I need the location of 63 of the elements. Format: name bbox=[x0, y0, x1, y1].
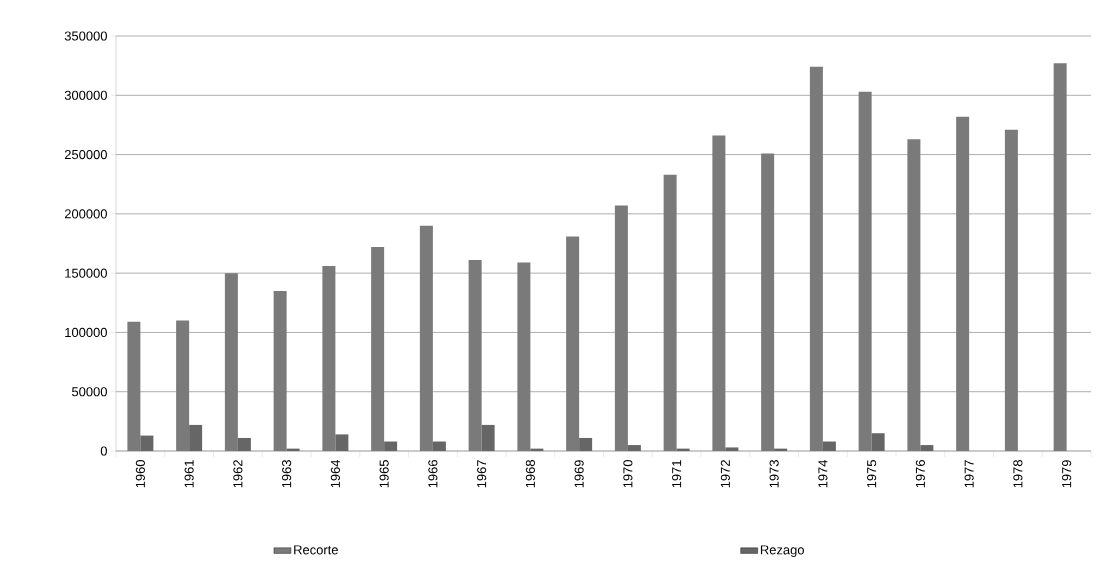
bar bbox=[189, 424, 203, 451]
legend-label: Recorte bbox=[294, 545, 338, 555]
x-tick-label: 1960 bbox=[135, 460, 145, 488]
x-tick-label: 1976 bbox=[915, 460, 925, 488]
bar bbox=[566, 236, 580, 451]
bar bbox=[335, 434, 349, 451]
y-tick-label: 300000 bbox=[64, 90, 107, 100]
x-tick-label: 1974 bbox=[818, 459, 828, 488]
x-tick-label: 1979 bbox=[1062, 460, 1072, 488]
x-tick-label: 1978 bbox=[1013, 460, 1023, 488]
bar bbox=[384, 441, 398, 451]
bar bbox=[920, 445, 934, 451]
bar bbox=[1053, 63, 1067, 451]
x-tick-label: 1971 bbox=[672, 460, 682, 488]
bar bbox=[725, 447, 739, 451]
x-tick-label: 1967 bbox=[477, 460, 487, 488]
y-tick-label: 0 bbox=[100, 446, 107, 456]
bar bbox=[176, 320, 190, 451]
bar bbox=[712, 135, 726, 451]
bar bbox=[237, 437, 251, 451]
x-tick-label: 1972 bbox=[720, 460, 730, 488]
y-tick-label: 350000 bbox=[64, 31, 107, 41]
x-tick-label: 1961 bbox=[184, 460, 194, 488]
x-tick-label: 1975 bbox=[867, 460, 877, 488]
bar bbox=[1004, 129, 1018, 451]
x-tick-label: 1968 bbox=[525, 460, 535, 488]
bar bbox=[273, 290, 287, 451]
bar bbox=[517, 262, 531, 451]
y-tick-label: 200000 bbox=[64, 209, 107, 219]
bar bbox=[627, 445, 641, 451]
bar bbox=[140, 435, 154, 451]
x-tick-label: 1969 bbox=[574, 460, 584, 488]
y-tick-label: 100000 bbox=[65, 327, 107, 338]
bar bbox=[481, 424, 495, 451]
bar bbox=[127, 321, 141, 451]
y-tick-label: 50000 bbox=[71, 387, 107, 397]
bar bbox=[858, 91, 872, 451]
bar bbox=[907, 139, 921, 451]
bar bbox=[224, 273, 238, 451]
bar bbox=[809, 66, 823, 451]
x-tick-label: 1970 bbox=[623, 460, 633, 488]
bar bbox=[432, 441, 446, 451]
bar bbox=[956, 116, 970, 451]
bar bbox=[663, 174, 677, 451]
bar bbox=[614, 205, 628, 451]
x-tick-label: 1966 bbox=[428, 460, 438, 488]
bar bbox=[371, 247, 385, 451]
bar bbox=[468, 260, 482, 451]
y-tick-label: 150000 bbox=[65, 268, 107, 278]
x-tick-label: 1964 bbox=[330, 459, 340, 488]
bar bbox=[761, 153, 775, 451]
legend-label: Rezago bbox=[760, 545, 804, 557]
bar bbox=[579, 437, 593, 451]
bar bbox=[419, 225, 433, 451]
x-tick-label: 1962 bbox=[233, 460, 243, 488]
bar bbox=[871, 433, 885, 451]
x-tick-label: 1963 bbox=[282, 460, 292, 488]
bar bbox=[322, 266, 336, 451]
x-tick-label: 1973 bbox=[769, 460, 779, 488]
x-tick-label: 1977 bbox=[964, 460, 974, 488]
x-tick-label: 1965 bbox=[379, 460, 389, 488]
bar bbox=[822, 441, 836, 451]
y-tick-label: 250000 bbox=[64, 149, 107, 160]
